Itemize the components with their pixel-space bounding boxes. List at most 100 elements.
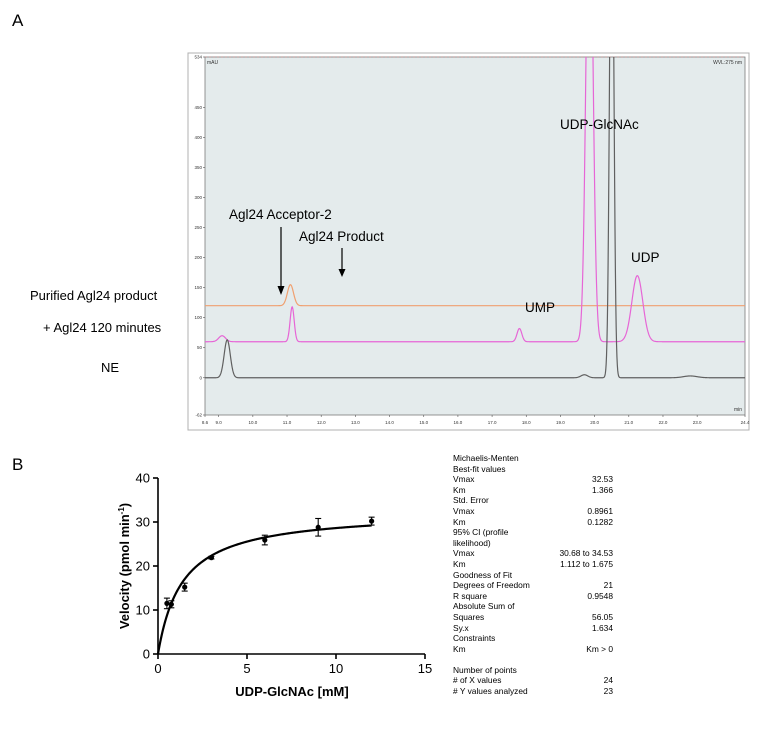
- stats-row: Squares 56.05: [453, 612, 613, 623]
- chromatogram-x-tick-label: 12.0: [317, 420, 326, 425]
- chromatogram-x-tick-label: 10.0: [248, 420, 257, 425]
- kinetics-data-point: [261, 534, 268, 546]
- chromatogram-y-tick-label: 50: [197, 345, 203, 350]
- stats-value: 56.05: [592, 611, 613, 622]
- kinetics-y-tick-label: 40: [136, 471, 150, 486]
- chromatogram-x-tick-label: 18.0: [522, 420, 531, 425]
- stats-value: 32.53: [592, 474, 613, 485]
- data-marker: [315, 524, 321, 530]
- chromatogram-wavelength-label: WVL:275 nm: [713, 60, 742, 66]
- chromatogram-x-tick-label: 11.0: [283, 420, 292, 425]
- product-arrowhead: [338, 269, 346, 277]
- stats-value: 1.366: [592, 484, 613, 495]
- data-marker: [369, 518, 375, 524]
- stats-value: 21: [603, 580, 613, 591]
- stats-row: Michaelis-Menten: [453, 453, 613, 464]
- stats-row: Vmax 32.53: [453, 474, 613, 485]
- chromatogram-trace-0: [205, 284, 745, 307]
- chromatogram-y-tick-label: 100: [194, 315, 202, 320]
- stats-row: Km 1.112 to 1.675: [453, 559, 613, 570]
- kinetics-x-tick-label: 5: [243, 661, 250, 676]
- stats-value: 0.1282: [587, 516, 613, 527]
- acceptor-arrowhead: [277, 286, 285, 295]
- stats-value: 0.8961: [587, 505, 613, 516]
- stats-label: Number of points: [453, 664, 517, 675]
- kinetics-x-tick-label: 10: [329, 661, 343, 676]
- stats-label: # of X values: [453, 675, 502, 686]
- stats-row: Constraints: [453, 633, 613, 644]
- stats-label: likelihood): [453, 537, 491, 548]
- stats-value: 1.634: [592, 622, 613, 633]
- chromatogram-chart: 8.6 9.0 10.0 11.0 12.0 13.0 14.0 15.0 16.0 17.0 18…: [187, 52, 750, 431]
- chromatogram-unit-label: mAU: [207, 60, 219, 66]
- peak-label-udp-glcnac: UDP-GlcNAc: [560, 117, 639, 132]
- chromatogram-y-tick-label: 300: [194, 195, 202, 200]
- stats-value: Km > 0: [586, 643, 613, 654]
- panel-a-letter: A: [12, 11, 24, 30]
- fit-statistics-table: Michaelis-Menten Best-fit values Vmax 32.53…: [453, 453, 613, 697]
- kinetics-x-axis-label: UDP-GlcNAc [mM]: [235, 684, 348, 699]
- stats-label: Vmax: [453, 505, 475, 516]
- y-label-sup: -1: [117, 507, 126, 515]
- y-label-end: ): [117, 503, 132, 507]
- chromatogram-x-tick-label: 22.0: [659, 420, 668, 425]
- data-marker: [164, 600, 170, 606]
- stats-label: Km: [453, 643, 466, 654]
- stats-row: likelihood): [453, 538, 613, 549]
- chromatogram-x-tick-label: 23.0: [693, 420, 702, 425]
- stats-row: # Y values analyzed 23: [453, 686, 613, 697]
- stats-row: Km 1.366: [453, 485, 613, 496]
- chromatogram-time-unit: min: [734, 407, 742, 413]
- kinetics-x-tick-label: 0: [154, 661, 161, 676]
- trace-label-ne: NE: [101, 360, 120, 375]
- stats-label: Km: [453, 484, 466, 495]
- stats-label: R square: [453, 590, 487, 601]
- stats-row: Km Km > 0: [453, 644, 613, 655]
- chromatogram-plot-area: [204, 56, 746, 416]
- chromatogram-y-tick-label: 250: [194, 225, 202, 230]
- kinetics-x-tick-label: 15: [418, 661, 432, 676]
- panel-b-letter: B: [12, 455, 24, 474]
- chromatogram-y-tick-label: 200: [194, 255, 202, 260]
- stats-value: 24: [603, 675, 613, 686]
- chromatogram-y-tick-label: 450: [194, 105, 202, 110]
- stats-row: Goodness of Fit: [453, 570, 613, 581]
- peak-label-acceptor: Agl24 Acceptor-2: [229, 207, 332, 222]
- chromatogram-x-tick-label: 9.0: [216, 420, 223, 425]
- chromatogram-y-tick-label: 400: [194, 135, 202, 140]
- kinetics-data-point: [168, 600, 175, 609]
- trace-label-agl24-120: + Agl24 120 minutes: [43, 320, 162, 335]
- stats-row: Vmax 30.68 to 34.53: [453, 548, 613, 559]
- kinetics-y-tick-label: 20: [136, 559, 150, 574]
- chromatogram-x-tick-label: 21.0: [624, 420, 633, 425]
- kinetics-data-point: [368, 516, 375, 526]
- data-marker: [208, 555, 214, 561]
- stats-row: Best-fit values: [453, 464, 613, 475]
- y-label-main: Velocity (pmol min: [117, 514, 132, 629]
- chromatogram-x-tick-label: 17.0: [488, 420, 497, 425]
- stats-label: Vmax: [453, 474, 475, 485]
- stats-row: 95% CI (profile: [453, 527, 613, 538]
- kinetics-data-point: [163, 597, 170, 610]
- chromatogram-y-tick-label: -62: [195, 413, 202, 418]
- chromatogram-trace-1: [205, 57, 745, 343]
- chromatogram-x-tick-label: 24.4: [741, 420, 750, 425]
- data-marker: [182, 584, 188, 590]
- stats-row: Degrees of Freedom 21: [453, 580, 613, 591]
- chromatogram-trace-2: [205, 57, 745, 379]
- stats-row: Km 0.1282: [453, 517, 613, 528]
- chromatogram-y-tick-label: 150: [194, 285, 202, 290]
- stats-row: Sy.x 1.634: [453, 623, 613, 634]
- peak-label-ump: UMP: [525, 300, 555, 315]
- stats-row: Absolute Sum of: [453, 601, 613, 612]
- stats-label: Degrees of Freedom: [453, 580, 530, 591]
- stats-label: Squares: [453, 611, 485, 622]
- chromatogram-y-tick-label: 534: [194, 55, 202, 60]
- kinetics-y-tick-label: 0: [143, 647, 150, 662]
- chromatogram-x-tick-label: 19.0: [556, 420, 565, 425]
- kinetics-data-point: [315, 517, 322, 537]
- stats-value: 30.68 to 34.53: [559, 548, 613, 559]
- stats-row: R square 0.9548: [453, 591, 613, 602]
- chromatogram-x-tick-label: 20.0: [590, 420, 599, 425]
- data-marker: [262, 537, 268, 543]
